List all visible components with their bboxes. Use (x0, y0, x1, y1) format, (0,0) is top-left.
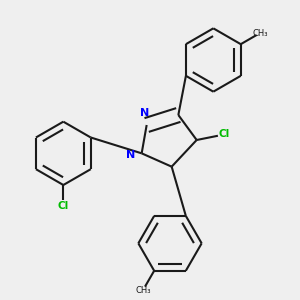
Text: Cl: Cl (58, 201, 69, 211)
Text: CH₃: CH₃ (252, 28, 268, 38)
Text: Cl: Cl (219, 129, 230, 140)
Text: N: N (126, 150, 136, 160)
Text: N: N (140, 108, 150, 118)
Text: CH₃: CH₃ (135, 286, 151, 295)
